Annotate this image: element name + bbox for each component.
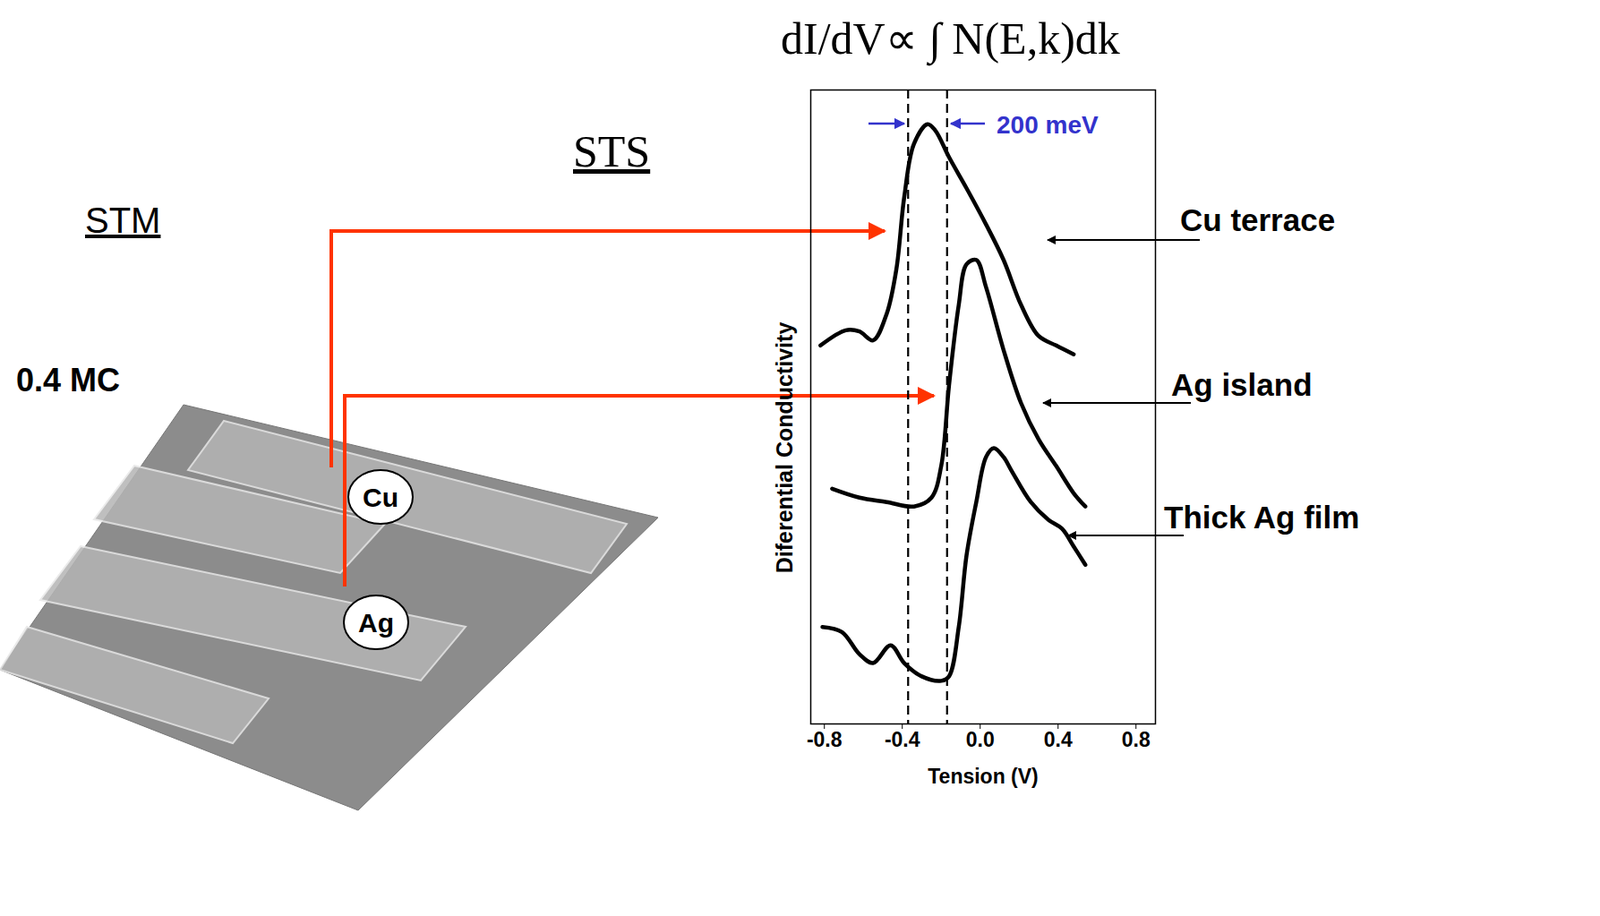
svg-text:Tension (V): Tension (V) (927, 764, 1039, 788)
svg-text:Diferential Conductivity: Diferential Conductivity (771, 322, 797, 574)
svg-text:0.4: 0.4 (1043, 727, 1073, 752)
svg-text:0.4 MC: 0.4 MC (16, 361, 120, 399)
svg-text:STM: STM (85, 200, 161, 240)
svg-text:0.0: 0.0 (966, 727, 995, 752)
svg-text:-0.4: -0.4 (884, 727, 921, 752)
svg-text:Cu: Cu (362, 482, 399, 513)
svg-text:-0.8: -0.8 (806, 727, 843, 752)
svg-text:200 meV: 200 meV (996, 111, 1099, 139)
svg-text:dI/dV∝ ∫ N(E,k)dk: dI/dV∝ ∫ N(E,k)dk (780, 13, 1121, 67)
svg-text:0.8: 0.8 (1121, 727, 1151, 752)
svg-text:Ag: Ag (358, 607, 394, 638)
svg-text:Ag island: Ag island (1171, 367, 1313, 403)
svg-text:STS: STS (573, 126, 651, 177)
svg-text:Cu terrace: Cu terrace (1180, 202, 1335, 238)
svg-text:Thick Ag film: Thick Ag film (1163, 499, 1360, 535)
